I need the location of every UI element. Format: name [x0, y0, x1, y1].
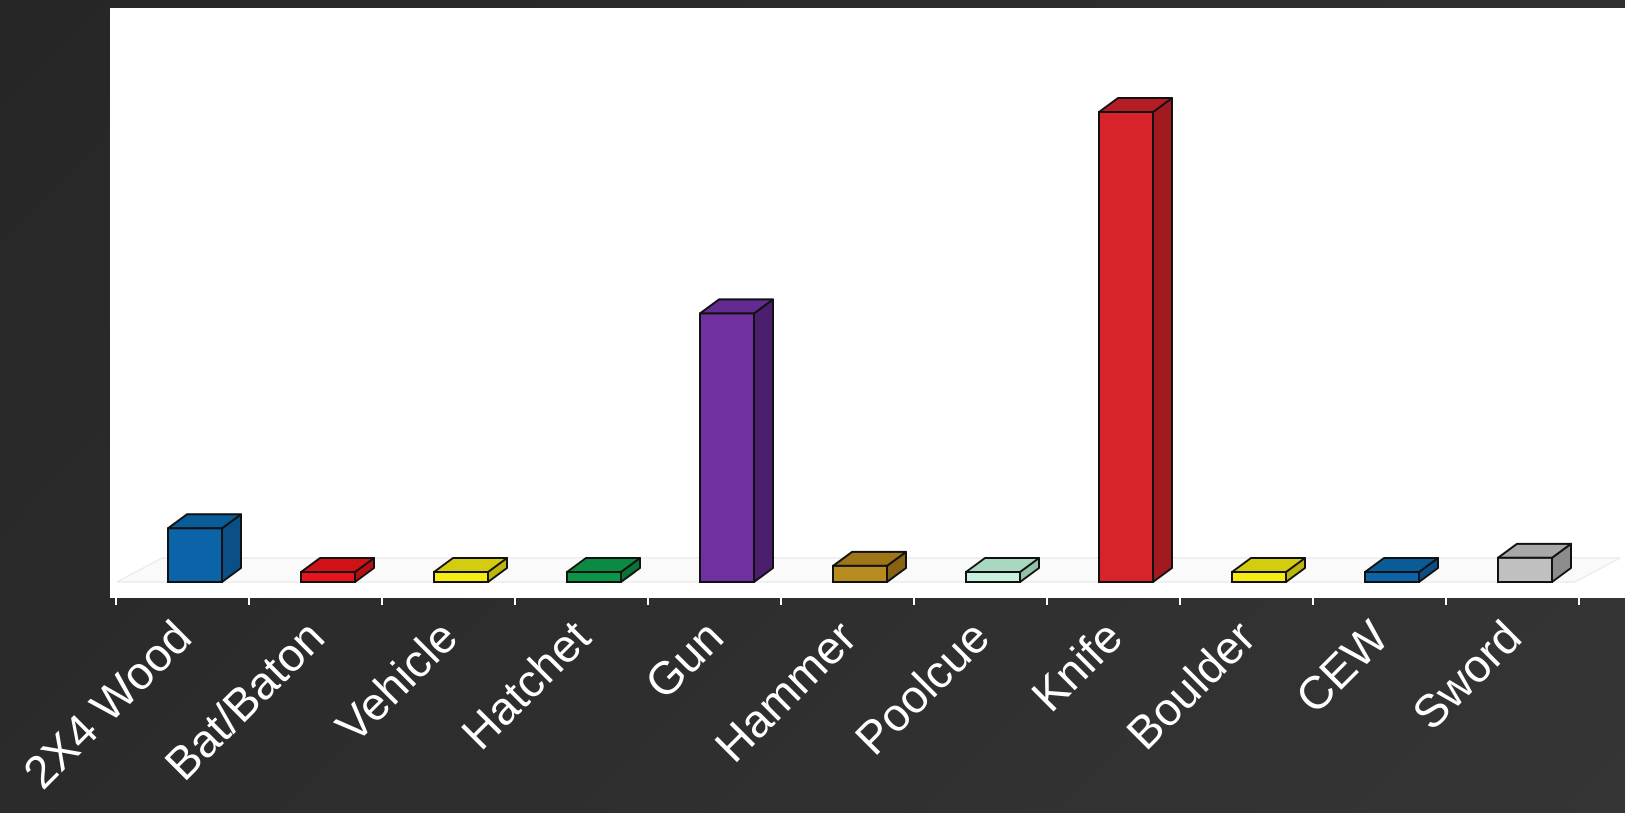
- bar-front: [699, 312, 755, 583]
- plot-area: [110, 8, 1625, 597]
- bar-front: [1497, 556, 1553, 583]
- bar: [1364, 557, 1439, 583]
- bar-front: [566, 571, 622, 583]
- category-label: Sword: [1402, 610, 1531, 739]
- category-label: Vehicle: [325, 610, 467, 752]
- category-label: Hatchet: [451, 610, 600, 759]
- bar-front: [1098, 111, 1154, 583]
- bar: [699, 298, 774, 583]
- bar: [1497, 542, 1572, 583]
- bar: [1231, 557, 1306, 583]
- bar-front: [1364, 571, 1420, 583]
- bar: [167, 513, 242, 583]
- bar-front: [965, 571, 1021, 583]
- bar-front: [167, 527, 223, 583]
- x-axis-ticks: [115, 597, 1580, 605]
- bar: [300, 557, 375, 583]
- category-label: CEW: [1285, 610, 1398, 723]
- bar-front: [1231, 571, 1287, 583]
- bar-front: [433, 571, 489, 583]
- bar: [832, 550, 907, 584]
- category-label: Boulder: [1116, 610, 1265, 759]
- bar: [1098, 97, 1173, 583]
- bar-side: [1152, 97, 1173, 583]
- bar: [433, 557, 508, 583]
- bar-front: [832, 564, 888, 584]
- category-label: Knife: [1021, 610, 1132, 721]
- category-label: Poolcue: [845, 610, 999, 764]
- bar-side: [753, 298, 774, 583]
- bars-group: [167, 97, 1572, 584]
- category-label: Gun: [635, 610, 733, 708]
- bar: [566, 557, 641, 583]
- category-label: Hammer: [705, 610, 866, 771]
- bar-front: [300, 571, 356, 583]
- bar: [965, 557, 1040, 583]
